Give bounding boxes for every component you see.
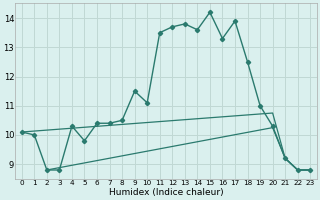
X-axis label: Humidex (Indice chaleur): Humidex (Indice chaleur) [109, 188, 223, 197]
